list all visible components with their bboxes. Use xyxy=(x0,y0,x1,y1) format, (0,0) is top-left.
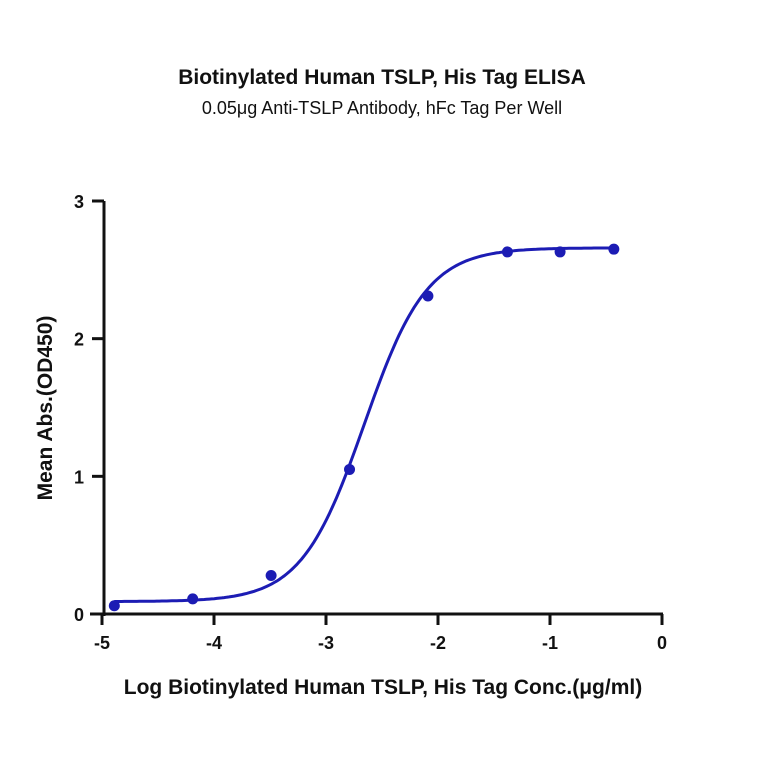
data-point xyxy=(265,569,277,581)
fit-curve xyxy=(114,246,614,603)
x-tick-label: -4 xyxy=(206,633,222,653)
data-point xyxy=(108,600,120,612)
chart-subtitle: 0.05μg Anti-TSLP Antibody, hFc Tag Per W… xyxy=(201,98,563,118)
y-tick-label: 3 xyxy=(74,192,84,212)
data-point xyxy=(501,246,513,258)
x-tick-label: -3 xyxy=(318,633,334,653)
axes: 0 1 2 3 -5 -4 -3 -2 -1 0 xyxy=(74,192,667,653)
y-tick-label: 2 xyxy=(74,330,84,350)
y-axis-label: Mean Abs.(OD450) xyxy=(34,316,57,501)
data-point xyxy=(187,593,199,605)
data-point xyxy=(422,290,434,302)
y-tick-label: 0 xyxy=(74,605,84,625)
data-point xyxy=(344,463,356,475)
chart-title: Biotinylated Human TSLP, His Tag ELISA xyxy=(178,66,586,89)
data-point xyxy=(554,246,566,258)
x-tick-label: -2 xyxy=(430,633,446,653)
fit-curve-path xyxy=(114,246,614,603)
data-points xyxy=(108,243,620,612)
x-tick-label: -5 xyxy=(94,633,110,653)
x-tick-label: -1 xyxy=(542,633,558,653)
x-tick-label: 0 xyxy=(657,633,667,653)
data-point xyxy=(608,243,620,255)
x-axis-label: Log Biotinylated Human TSLP, His Tag Con… xyxy=(124,676,642,699)
y-tick-label: 1 xyxy=(74,467,84,487)
